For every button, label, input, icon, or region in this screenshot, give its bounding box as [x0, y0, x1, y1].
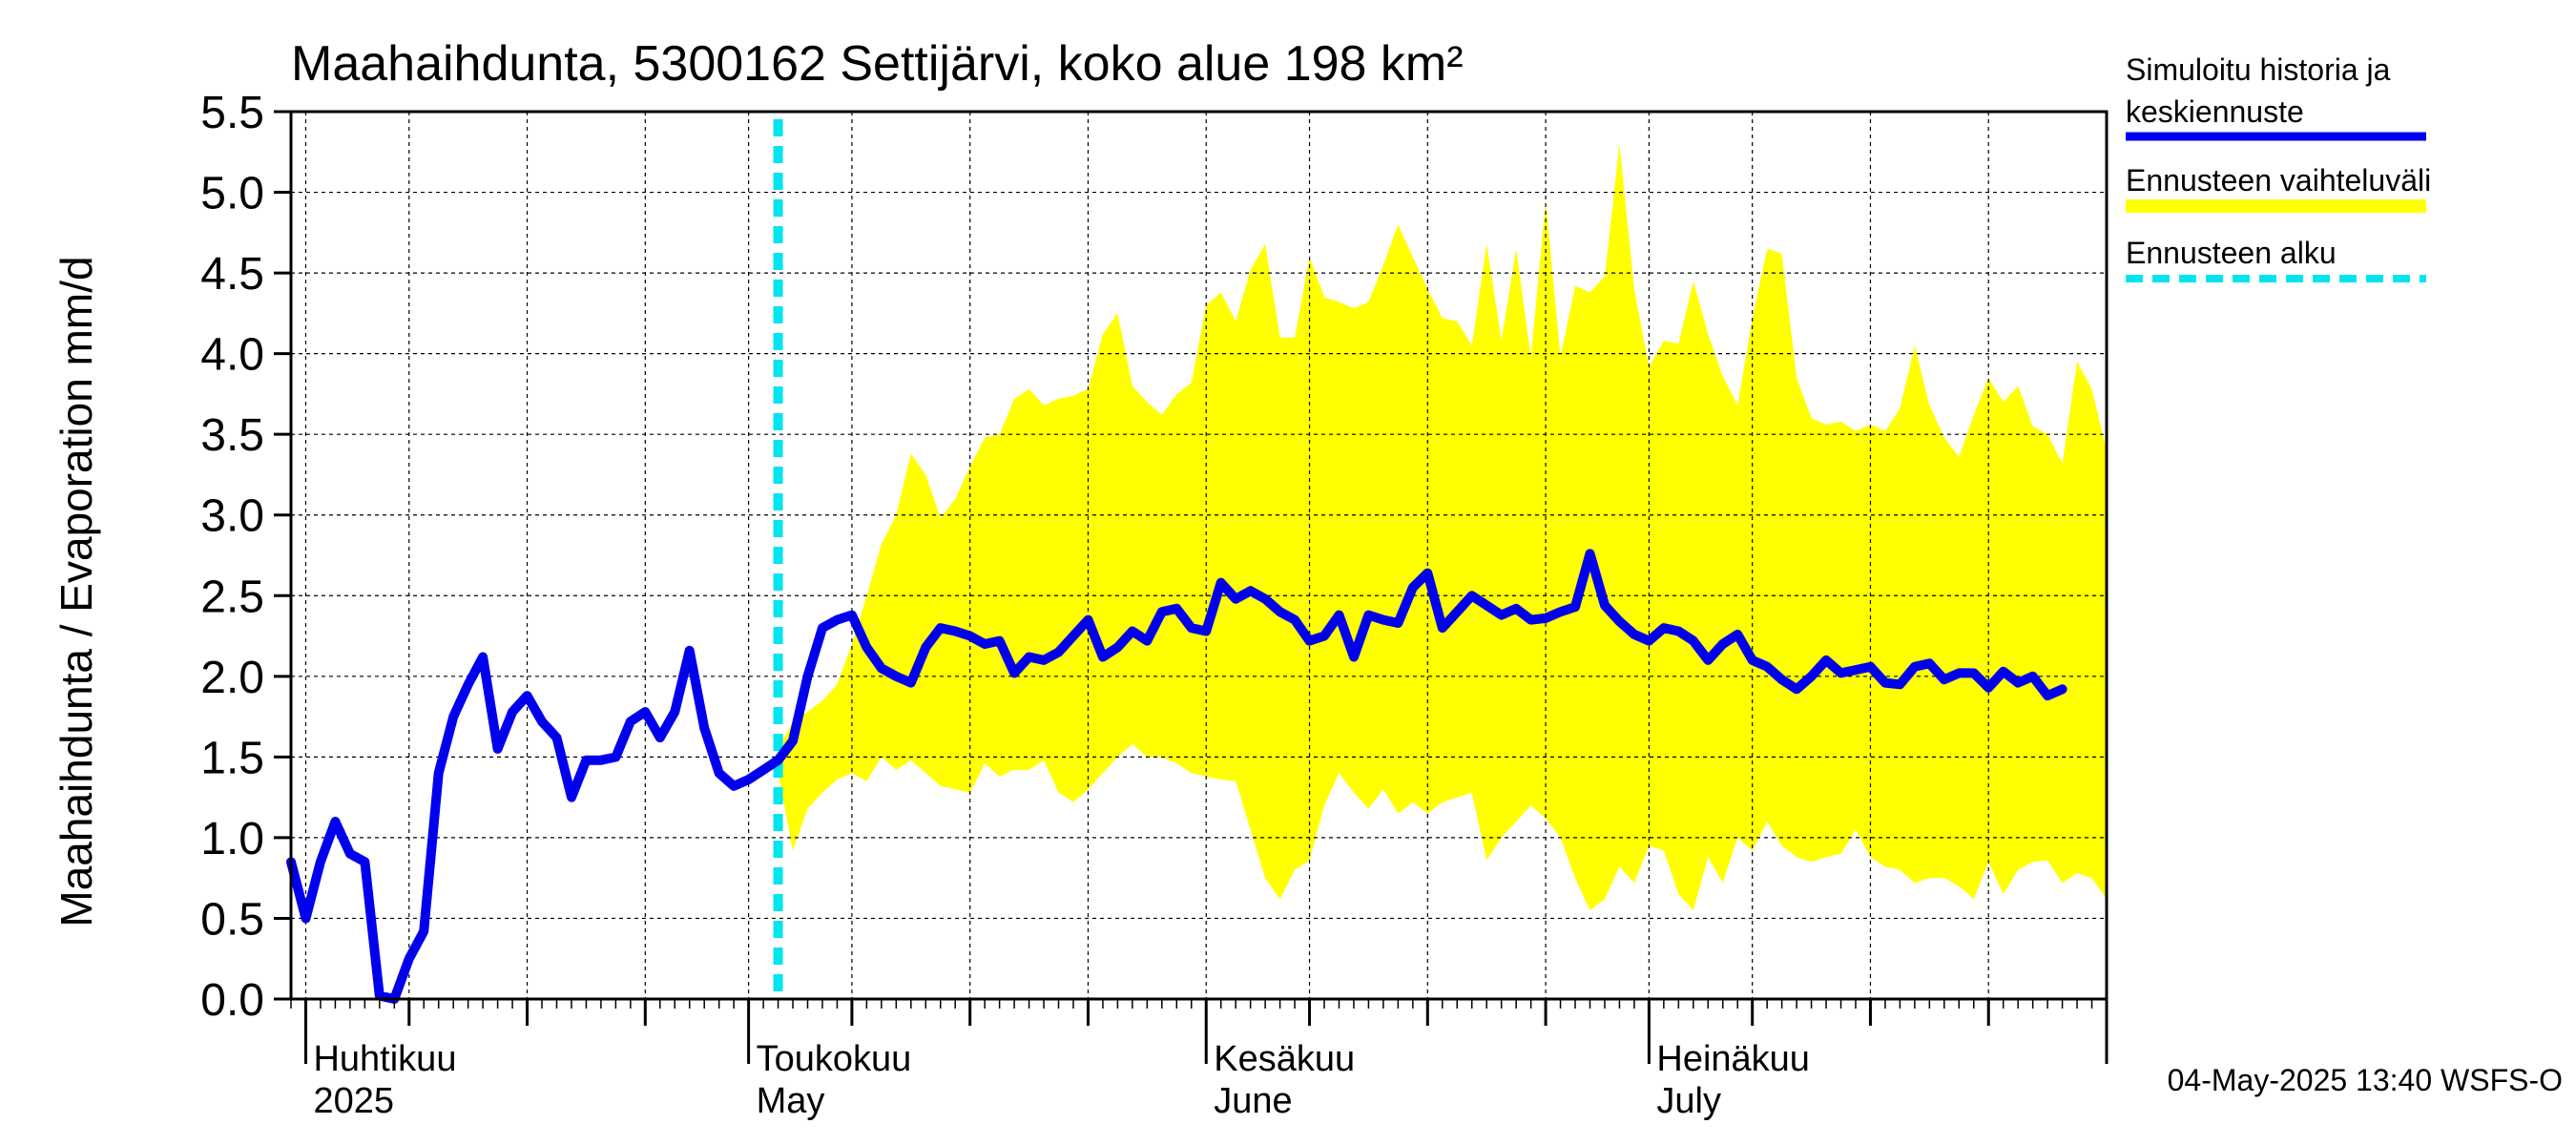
- x-month-label: Kesäkuu: [1214, 1039, 1355, 1079]
- y-tick-label: 4.0: [200, 330, 264, 381]
- y-tick-label: 1.0: [200, 814, 264, 864]
- y-tick-label: 2.5: [200, 572, 264, 622]
- plot-frame: [289, 110, 2109, 1001]
- y-tick-label: 3.5: [200, 410, 264, 461]
- y-tick-label: 0.0: [200, 975, 264, 1026]
- y-tick-label: 1.5: [200, 733, 264, 783]
- y-axis-label: Maahaihdunta / Evaporation mm/d: [52, 256, 101, 926]
- chart-title: Maahaihdunta, 5300162 Settijärvi, koko a…: [291, 36, 1464, 92]
- x-month-label: Huhtikuu: [313, 1039, 456, 1079]
- y-tick-label: 4.5: [200, 249, 264, 300]
- x-month-sublabel: June: [1214, 1081, 1292, 1121]
- y-tick-label: 3.0: [200, 491, 264, 542]
- legend: Simuloitu historia ja keskiennuste Ennus…: [2126, 52, 2431, 282]
- footer-timestamp: 04-May-2025 13:40 WSFS-O: [2168, 1063, 2563, 1097]
- y-tick-label: 2.0: [200, 653, 264, 703]
- legend-label-simulated-line2: keskiennuste: [2126, 94, 2304, 129]
- x-month-label: Heinäkuu: [1656, 1039, 1810, 1079]
- y-tick-labels: 0.0 0.5 1.0 1.5 2.0 2.5 3.0 3.5 4.0 4.5 5.0 5.5: [200, 88, 264, 1026]
- x-month-label: Toukokuu: [757, 1039, 912, 1079]
- legend-label-forecast-start: Ennusteen alku: [2126, 236, 2337, 270]
- y-tick-label: 5.5: [200, 88, 264, 138]
- y-tick-label: 0.5: [200, 894, 264, 945]
- legend-label-range: Ennusteen vaihteluväli: [2126, 163, 2431, 198]
- forecast-range-layer: [778, 143, 2107, 911]
- simulated-mean-line: [286, 549, 2067, 1004]
- x-month-sublabel: July: [1656, 1081, 1721, 1121]
- series-layer: [286, 549, 2067, 1004]
- x-month-sublabel: 2025: [313, 1081, 394, 1121]
- forecast-range-band: [778, 143, 2107, 911]
- grid-layer: [291, 111, 2108, 999]
- x-month-sublabel: May: [757, 1081, 825, 1121]
- y-tick-label: 5.0: [200, 169, 264, 219]
- legend-label-simulated-line1: Simuloitu historia ja: [2126, 52, 2391, 87]
- frame-layer: [274, 110, 2109, 1064]
